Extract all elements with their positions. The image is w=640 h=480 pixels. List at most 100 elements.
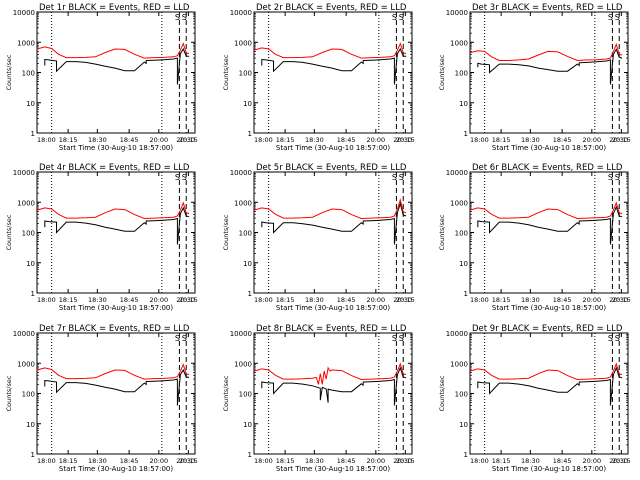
y-tick-label: 10000 (446, 169, 468, 177)
x-axis-label: Start Time (30-Aug-10 18:57:00) (59, 144, 173, 152)
y-tick-label: 10 (26, 260, 35, 268)
axes-frame (36, 332, 196, 455)
x-tick-label: 20:00 (149, 136, 168, 144)
y-tick-label: 10000 (446, 9, 468, 17)
x-tick-label: 18:00 (254, 457, 273, 465)
y-tick-label: 10 (26, 100, 35, 108)
y-tick-label: 100 (455, 230, 468, 238)
events-series-line (261, 201, 407, 245)
x-tick-label: 18:15 (492, 457, 511, 465)
y-tick-label: 1 (464, 290, 468, 298)
y-tick-label: 10 (243, 100, 252, 108)
y-axis-label: Counts/sec (5, 54, 13, 90)
x-tick-label: 18:00 (470, 296, 489, 304)
x-tick-label: 18:30 (88, 296, 107, 304)
x-axis-label: Start Time (30-Aug-10 18:57:00) (276, 304, 390, 312)
x-tick-label: 18:30 (305, 136, 324, 144)
x-tick-label: 18:45 (553, 457, 572, 465)
events-series-line (44, 47, 190, 85)
saa-marker: S (399, 173, 404, 182)
events-series-line (44, 368, 190, 406)
x-tick-label: 18:45 (120, 136, 139, 144)
x-tick-label: 20:30 (393, 457, 412, 465)
y-tick-label: 1 (31, 290, 35, 298)
y-tick-label: 10000 (230, 9, 252, 17)
x-tick-label: 20:30 (393, 136, 412, 144)
y-tick-label: 100 (239, 391, 252, 399)
lld-series-line (253, 198, 407, 220)
y-tick-label: 1 (248, 451, 252, 459)
saa-marker: S (608, 334, 613, 343)
chart-title: Det 5r BLACK = Events, RED = LLD (256, 163, 407, 173)
events-series-line (477, 48, 623, 85)
x-axis-label: Start Time (30-Aug-10 18:57:00) (276, 465, 390, 473)
y-axis-label: Counts/sec (438, 375, 446, 411)
x-tick-label: 20:15 (396, 457, 415, 465)
y-tick-label: 1000 (17, 360, 35, 368)
chart-panel-1: Det 1r BLACK = Events, RED = LLD 1 10 100 10… (5, 3, 198, 152)
y-axis-label: Counts/sec (438, 54, 446, 90)
x-tick-label: 20:00 (149, 296, 168, 304)
axes-frame (469, 11, 629, 134)
chart-panel-3: Det 3r BLACK = Events, RED = LLD 1 10 100 10… (438, 3, 631, 152)
x-tick-label: 18:00 (37, 136, 56, 144)
x-tick-label: 20:00 (366, 296, 385, 304)
x-tick-label: 20:15 (612, 457, 631, 465)
saa-marker: S (615, 13, 620, 22)
y-tick-label: 100 (239, 70, 252, 78)
x-tick-label: 20:15 (179, 136, 198, 144)
lld-series-line (253, 362, 407, 385)
x-tick-label: 20:00 (582, 457, 601, 465)
axes-frame (36, 171, 196, 294)
x-tick-label: 18:15 (59, 457, 78, 465)
y-tick-label: 10 (26, 421, 35, 429)
y-tick-label: 100 (22, 230, 35, 238)
x-tick-label: 18:30 (305, 457, 324, 465)
axes-frame (253, 171, 413, 294)
lld-series-line (469, 42, 623, 62)
x-axis-label: Start Time (30-Aug-10 18:57:00) (59, 465, 173, 473)
y-tick-label: 1 (248, 130, 252, 138)
y-tick-label: 10000 (13, 9, 35, 17)
events-series-line (477, 366, 623, 406)
x-axis-label: Start Time (30-Aug-10 18:57:00) (276, 144, 390, 152)
x-tick-label: 18:30 (88, 136, 107, 144)
axes-frame (253, 11, 413, 134)
chart-title: Det 1r BLACK = Events, RED = LLD (39, 3, 190, 13)
y-tick-label: 100 (455, 70, 468, 78)
x-tick-label: 18:00 (37, 296, 56, 304)
saa-marker: S (175, 173, 180, 182)
x-tick-label: 18:00 (470, 457, 489, 465)
x-tick-label: 18:45 (553, 296, 572, 304)
x-tick-label: 18:30 (305, 296, 324, 304)
x-tick-label: 18:45 (120, 296, 139, 304)
y-tick-label: 100 (22, 70, 35, 78)
y-tick-label: 1000 (450, 199, 468, 207)
chart-title: Det 4r BLACK = Events, RED = LLD (39, 163, 190, 173)
saa-marker: S (608, 173, 613, 182)
x-tick-label: 18:15 (492, 296, 511, 304)
x-tick-label: 20:30 (393, 296, 412, 304)
x-axis-label: Start Time (30-Aug-10 18:57:00) (492, 304, 606, 312)
y-tick-label: 10 (459, 100, 468, 108)
axes-frame (36, 11, 196, 134)
x-tick-label: 18:45 (337, 136, 356, 144)
x-tick-label: 20:00 (582, 136, 601, 144)
chart-title: Det 3r BLACK = Events, RED = LLD (472, 3, 623, 13)
y-axis-label: Counts/sec (5, 375, 13, 411)
x-axis-label: Start Time (30-Aug-10 18:57:00) (59, 304, 173, 312)
x-tick-label: 18:15 (59, 296, 78, 304)
lld-series-line (36, 363, 190, 380)
x-tick-label: 20:15 (179, 296, 198, 304)
chart-title: Det 7r BLACK = Events, RED = LLD (39, 324, 190, 334)
saa-marker: S (182, 334, 187, 343)
x-tick-label: 18:15 (59, 136, 78, 144)
x-tick-label: 18:00 (254, 136, 273, 144)
saa-marker: S (182, 173, 187, 182)
x-axis-label: Start Time (30-Aug-10 18:57:00) (492, 144, 606, 152)
x-tick-label: 20:30 (176, 457, 195, 465)
saa-marker: S (175, 334, 180, 343)
y-tick-label: 10000 (13, 330, 35, 338)
y-axis-label: Counts/sec (222, 214, 230, 250)
y-tick-label: 1000 (234, 39, 252, 47)
